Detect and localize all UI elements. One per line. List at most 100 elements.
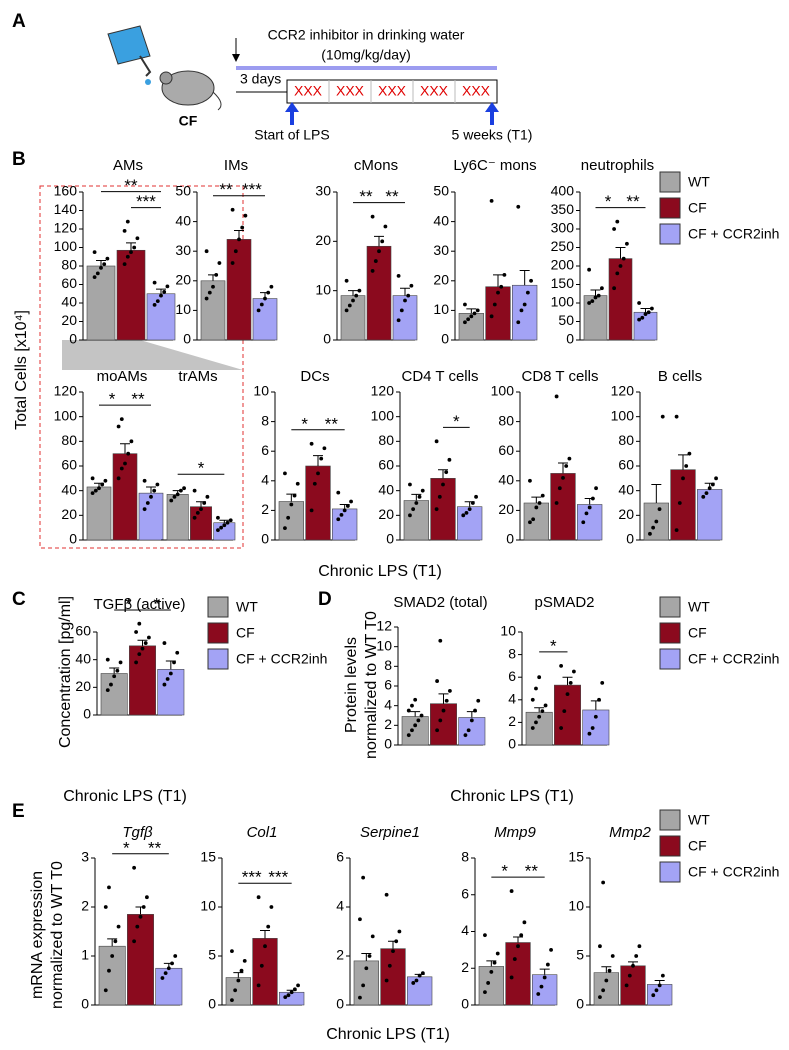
data-point [463, 320, 467, 325]
data-point [554, 501, 559, 505]
y-tick-label: 40 [175, 212, 191, 228]
y-axis-label: normalized to WT T0 [363, 611, 380, 759]
data-point [509, 975, 514, 980]
data-point [435, 679, 439, 683]
data-point [406, 708, 411, 713]
error-bar [410, 711, 421, 717]
data-point [559, 664, 563, 668]
bar [278, 501, 304, 541]
significance-label: ** [219, 180, 233, 199]
y-tick-label: 20 [61, 312, 77, 328]
bar [157, 669, 185, 716]
bar [608, 258, 633, 341]
data-point [674, 414, 679, 419]
data-point [448, 689, 452, 693]
significance-label: ** [385, 187, 399, 206]
data-point [396, 318, 401, 323]
data-point [159, 293, 163, 298]
panel-label: E [12, 801, 25, 822]
data-point [472, 311, 477, 316]
y-tick-label: 12 [376, 618, 392, 634]
data-point [126, 451, 131, 456]
significance-label: * [125, 594, 132, 613]
data-point [107, 968, 111, 973]
data-point [90, 491, 95, 496]
data-point [587, 267, 591, 272]
data-point [230, 949, 234, 953]
data-point [512, 957, 517, 961]
y-tick-label: 20 [498, 501, 514, 517]
bar [458, 313, 484, 341]
data-point [640, 315, 645, 320]
y-tick-label: 20 [378, 506, 394, 522]
significance-label: ** [525, 862, 539, 881]
y-tick-label: 0 [336, 996, 344, 1012]
data-point [384, 978, 389, 983]
data-point [110, 954, 115, 958]
data-point [256, 895, 261, 900]
error-bar [146, 486, 156, 494]
data-point [118, 660, 123, 665]
data-point [654, 988, 659, 993]
legend-label: WT [688, 812, 710, 828]
bar [138, 492, 164, 541]
data-point [559, 726, 563, 730]
legend-label: WT [688, 599, 710, 615]
data-point [97, 486, 101, 491]
data-point [204, 296, 209, 301]
significance-label: * [153, 594, 160, 613]
data-point [336, 490, 341, 495]
bar [366, 245, 392, 341]
y-tick-label: 0 [208, 996, 216, 1012]
data-point [216, 528, 220, 533]
bar [430, 478, 456, 541]
data-point [463, 302, 467, 307]
data-point [256, 308, 261, 313]
data-point [537, 501, 542, 505]
data-point [411, 507, 416, 512]
data-point [567, 456, 572, 461]
data-point [593, 295, 598, 300]
legend-swatch [659, 809, 681, 831]
y-tick-label: 0 [626, 531, 634, 547]
data-point [143, 641, 148, 645]
data-point [373, 259, 378, 263]
data-point [105, 256, 110, 261]
data-point [660, 414, 665, 419]
bar [532, 974, 558, 1006]
y-tick-label: 350 [551, 201, 575, 217]
data-point [109, 682, 113, 687]
chart-title: SMAD2 (total) [393, 594, 487, 611]
bar [252, 938, 278, 1006]
data-point [648, 531, 652, 536]
data-point [598, 944, 602, 949]
data-point [587, 301, 591, 305]
data-point [225, 520, 230, 525]
y-tick-label: 80 [61, 432, 77, 448]
data-point [420, 971, 425, 976]
data-point [516, 204, 521, 209]
data-point [522, 920, 527, 925]
data-point [710, 482, 715, 487]
data-point [286, 993, 291, 998]
data-point [489, 970, 494, 974]
y-tick-label: 20 [315, 232, 331, 248]
data-point [540, 493, 545, 498]
data-point [107, 885, 111, 890]
data-point [172, 494, 177, 499]
data-point [660, 973, 665, 978]
data-point [145, 501, 150, 505]
legend-swatch [659, 622, 681, 644]
y-axis-label: Concentration [pg/ml] [57, 596, 74, 748]
y-tick-label: 1 [81, 947, 89, 963]
data-point [408, 482, 412, 487]
data-point [489, 314, 494, 319]
bar [340, 295, 366, 341]
data-point [618, 264, 623, 268]
y-axis-label: mRNA expression [29, 871, 46, 999]
error-bar [493, 274, 503, 287]
bar [392, 295, 418, 341]
y-tick-label: 0 [69, 331, 77, 347]
y-tick-label: 0 [384, 736, 392, 752]
data-point [292, 987, 297, 992]
